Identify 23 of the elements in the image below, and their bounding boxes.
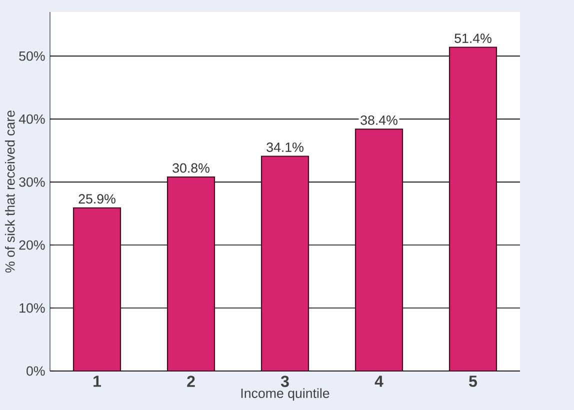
data-label: 30.8% bbox=[172, 163, 210, 173]
data-label: 38.4% bbox=[360, 115, 398, 125]
y-tick-label: 20% bbox=[19, 240, 45, 250]
x-tick-label: 1 bbox=[94, 376, 101, 387]
x-tick-label: 4 bbox=[374, 376, 384, 387]
x-tick-label: 2 bbox=[187, 376, 195, 387]
x-axis-title: Income quintile bbox=[241, 388, 330, 401]
y-tick-label: 0% bbox=[26, 366, 45, 376]
y-tick-label: 10% bbox=[20, 303, 45, 313]
bar bbox=[72, 207, 122, 372]
data-label: 25.9% bbox=[78, 194, 116, 204]
bar bbox=[448, 46, 498, 372]
y-tick-label: 50% bbox=[19, 51, 45, 61]
data-label: 51.4% bbox=[454, 34, 492, 43]
x-tick-label: 3 bbox=[280, 376, 289, 388]
data-label: 34.1% bbox=[266, 142, 304, 152]
y-tick-label: 40% bbox=[18, 114, 45, 124]
y-axis-title: % of sick that received care bbox=[4, 110, 15, 273]
bar bbox=[166, 176, 216, 372]
y-tick-label: 30% bbox=[19, 177, 45, 187]
x-tick-label: 5 bbox=[469, 376, 477, 387]
bar bbox=[354, 128, 404, 372]
bar bbox=[260, 156, 310, 372]
